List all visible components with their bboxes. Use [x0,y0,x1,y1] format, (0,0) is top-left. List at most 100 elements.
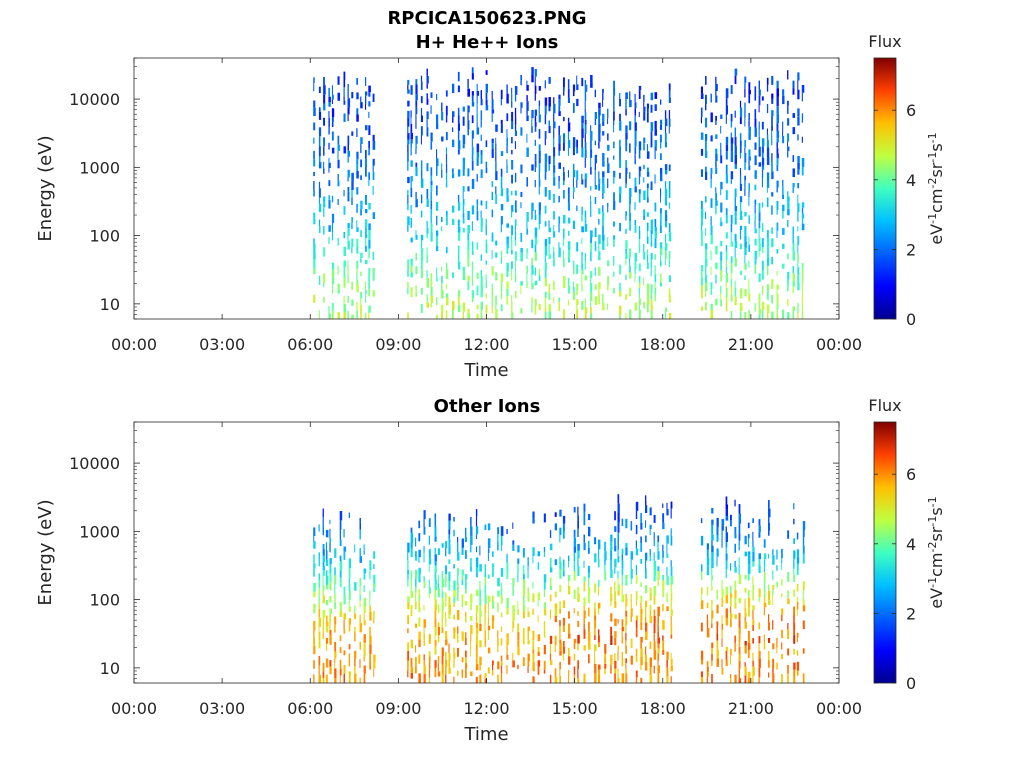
flux-cell [343,673,345,683]
flux-cell [520,164,523,174]
flux-cell [602,177,605,184]
flux-cell [588,607,590,617]
flux-cell [497,661,500,670]
flux-cell [787,100,789,106]
flux-cell [747,597,751,607]
flux-cell [467,168,470,177]
flux-cell [573,653,576,661]
flux-cell [567,277,570,286]
flux-cell [638,305,640,310]
flux-cell [776,96,779,107]
flux-cell [584,275,588,281]
flux-cell [572,192,574,199]
flux-cell [495,295,497,305]
flux-cell [725,553,728,561]
flux-cell [453,627,456,633]
flux-cell [428,669,431,678]
flux-cell [500,176,503,182]
flux-cell [634,273,636,283]
flux-cell [710,174,712,179]
flux-cell [485,260,488,265]
flux-cell [670,665,673,672]
flux-cell [758,212,761,221]
flux-cell [420,287,423,295]
flux-cell [415,253,417,261]
flux-cell [562,641,565,647]
flux-cell [617,539,619,550]
flux-cell [514,207,517,213]
flux-cell [581,214,583,222]
flux-cell [793,589,795,597]
flux-cell [705,258,708,267]
flux-cell [328,225,331,232]
flux-cell [434,590,437,600]
flux-cell [640,608,643,615]
flux-cell [700,622,703,632]
flux-cell [423,640,426,646]
flux-cell [625,92,628,100]
flux-cell [725,151,728,160]
flux-cell [527,566,529,572]
flux-cell [634,225,637,233]
flux-cell [567,202,570,211]
flux-cell [610,534,613,542]
flux-cell [532,630,535,641]
flux-cell [323,161,325,169]
flux-cell [625,579,628,586]
flux-cell [638,150,641,159]
flux-cell [630,551,633,560]
flux-cell [415,537,417,547]
flux-cell [766,187,768,193]
flux-cell [313,603,316,614]
flux-cell [328,102,331,107]
flux-cell [640,665,642,670]
flux-cell [711,519,714,525]
flux-cell [646,236,649,244]
flux-cell [343,594,346,605]
flux-cell [720,285,722,294]
flux-cell [625,574,628,580]
flux-cell [543,669,546,674]
flux-cell [445,284,447,289]
flux-cell [792,80,795,89]
flux-cell [752,619,755,626]
flux-cell [328,117,330,127]
flux-cell [331,310,334,319]
flux-cell [436,124,439,130]
flux-cell [534,160,537,168]
flux-cell [646,108,649,113]
flux-cell [646,144,649,152]
flux-cell [491,113,493,122]
flux-cell [771,110,774,117]
flux-cell [360,252,363,259]
flux-cell [500,151,504,156]
flux-cell [594,227,597,237]
flux-cell [485,99,488,105]
flux-cell [613,80,615,88]
flux-cell [434,584,438,590]
flux-cell [662,544,664,551]
flux-cell [766,104,769,114]
flux-cell [373,551,376,559]
flux-cell [700,650,704,660]
flux-cell [581,263,584,270]
flux-cell [793,662,796,670]
panel-other-ions: 00:00 03:00 06:00 09:00 12:00 15:00 18:00 21:00… [35,396,946,745]
flux-cell [329,573,332,582]
flux-cell [744,88,746,98]
flux-cell [668,126,670,134]
flux-cell [664,188,668,197]
flux-cell [744,235,747,242]
flux-cell [635,670,638,678]
flux-cell [657,643,660,649]
flux-cell [610,664,612,674]
flux-cell [590,125,592,131]
flux-cell [752,652,754,661]
flux-cell [448,529,451,535]
flux-cell [598,266,601,276]
flux-cell [710,93,712,103]
flux-cell [766,172,770,182]
flux-cell [573,589,576,599]
flux-cell [368,111,370,119]
flux-cell [445,548,447,557]
